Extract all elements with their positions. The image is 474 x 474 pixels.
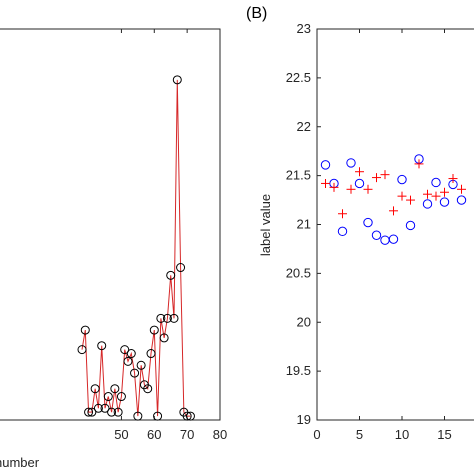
panel-b-y-tick-label: 19.5: [286, 363, 311, 378]
panel-a-data-point: [172, 75, 182, 85]
panel-b-circle-point: [363, 217, 373, 228]
panel-a-data-point: [93, 403, 103, 413]
panel-a-data-point: [110, 384, 120, 394]
panel-b: (B) 19 19.5 20 20.5 21 21.5 22 22.5 23 0 5 10 15 la…: [246, 5, 474, 442]
panel-b-plus-point: [346, 184, 356, 194]
panel-a-data-point: [130, 368, 140, 378]
panel-b-plus-point: [423, 189, 432, 199]
panel-b-circle-point: [346, 158, 356, 168]
panel-b-plus-point: [338, 209, 347, 219]
panel-b-plus-point: [431, 191, 441, 201]
panel-a-data-point: [176, 263, 186, 273]
panel-a-data-point: [156, 313, 166, 323]
panel-b-y-ticks: 19 19.5 20 20.5 21 21.5 22 22.5 23: [286, 21, 321, 427]
panel-b-circle-point: [439, 197, 450, 207]
panel-b-y-tick-label: 21.5: [286, 168, 311, 183]
panel-b-plus-point: [355, 167, 364, 177]
panel-a-data-point: [103, 392, 113, 402]
panel-a-data-point: [136, 360, 146, 370]
panel-a-x-tick-label: 50: [114, 427, 128, 442]
panel-b-circle-point: [371, 230, 382, 240]
panel-a-data-point: [185, 411, 195, 421]
panel-b-y-tick-label: 22: [297, 119, 311, 134]
panel-b-circle-point: [388, 234, 399, 244]
panel-b-circle-point: [320, 160, 331, 170]
panel-a-x-tick-label: 80: [213, 427, 227, 442]
panel-a-data-point: [80, 325, 90, 335]
panel-b-y-tick-label: 21: [297, 217, 311, 232]
panel-b-x-ticks: 0 5 10 15: [313, 29, 452, 442]
panel-b-y-tick-label: 22.5: [286, 70, 311, 85]
panel-b-y-axis-label: label value: [258, 194, 273, 256]
panel-b-plus-point: [406, 195, 415, 205]
panel-b-plus-point: [448, 174, 458, 184]
panel-b-x-tick-label: 0: [313, 427, 320, 442]
panel-a-data-point: [123, 356, 133, 366]
panel-b-plus-point: [329, 182, 339, 192]
panel-a-x-tick-label: 70: [180, 427, 194, 442]
panel-a-data-point: [166, 270, 176, 280]
panel-a-data-point: [126, 349, 136, 359]
panel-a-data-point: [113, 407, 123, 417]
panel-a-data-point: [153, 411, 163, 421]
panel-a-data-point: [149, 325, 159, 335]
panel-b-x-tick-label: 15: [437, 427, 451, 442]
panel-b-circle-point: [422, 199, 433, 209]
panel-b-plus-point: [389, 206, 398, 216]
panel-b-circle-point: [405, 220, 416, 231]
panel-b-circle-point: [397, 174, 407, 185]
panel-b-x-tick-label: 5: [356, 427, 363, 442]
panel-a-data-point: [77, 345, 87, 355]
panel-a-axes-box: [0, 28, 221, 421]
panel-a-series: [77, 75, 195, 421]
panel-b-circle-point: [337, 226, 348, 237]
panel-a: 50 60 70 80 number: [0, 28, 227, 470]
panel-b-plus-point: [321, 178, 330, 188]
panel-b-axes-box: [316, 28, 474, 421]
panel-a-x-axis-label: number: [0, 455, 40, 470]
panel-b-series: [320, 154, 467, 245]
panel-a-data-point: [87, 407, 97, 417]
panel-b-y-tick-label: 19: [297, 412, 311, 427]
panel-b-circle-point: [456, 195, 467, 205]
panel-a-series-line: [81, 79, 191, 417]
panel-a-data-point: [159, 333, 169, 343]
panel-b-plus-point: [457, 184, 466, 194]
panel-a-data-point: [182, 411, 192, 421]
panel-b-y-tick-label: 23: [297, 21, 311, 36]
panel-a-data-point: [133, 411, 143, 421]
panel-b-plus-point: [440, 187, 449, 197]
panel-a-data-point: [90, 384, 100, 394]
panel-b-y-tick-label: 20: [297, 314, 311, 329]
panel-a-x-ticks: 50 60 70 80: [114, 29, 227, 442]
panel-b-y-tick-label: 20.5: [286, 265, 311, 280]
panel-a-data-point: [143, 384, 153, 394]
panel-b-plus-point: [363, 184, 373, 194]
panel-b-x-tick-label: 10: [395, 427, 409, 442]
panel-b-plus-point: [397, 191, 407, 201]
panel-a-data-point: [120, 345, 130, 355]
panel-b-circle-point: [354, 178, 365, 189]
panel-a-data-point: [97, 341, 107, 351]
panel-a-data-point: [169, 313, 179, 323]
panel-b-circle-point: [431, 177, 441, 188]
panel-b-plus-point: [380, 170, 390, 180]
panel-b-label: (B): [246, 5, 267, 22]
panel-a-data-point: [107, 407, 117, 417]
panel-a-data-point: [116, 392, 126, 402]
panel-a-data-point: [146, 349, 156, 359]
panel-b-plus-point: [372, 173, 381, 183]
panel-a-data-point: [162, 313, 172, 323]
panel-a-data-point: [100, 403, 110, 413]
panel-a-data-point: [84, 407, 94, 417]
panel-b-plus-point: [414, 159, 424, 169]
panel-a-x-tick-label: 60: [147, 427, 161, 442]
